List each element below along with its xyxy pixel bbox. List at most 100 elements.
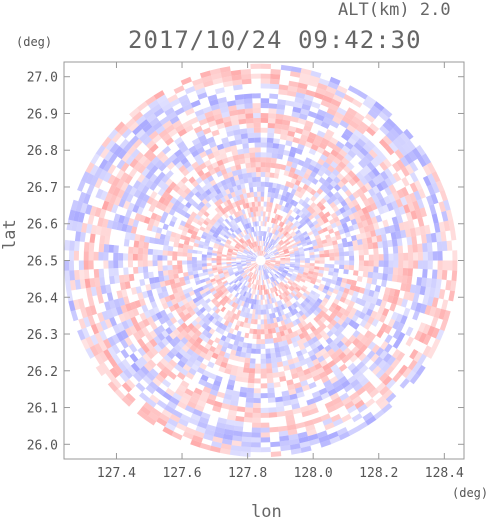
radar-cell [201,301,208,307]
radar-cell [285,257,291,260]
radar-cell [377,206,385,215]
radar-cell [198,194,205,202]
radar-cell [327,388,337,397]
radar-cell [313,284,320,290]
radar-cell [231,252,237,256]
radar-cell [236,275,242,280]
radar-cell [164,235,171,242]
radar-cell [95,322,104,333]
radar-cell [253,216,257,222]
radar-cell [222,288,228,294]
radar-cell [359,193,368,202]
radar-cell [98,268,105,278]
radar-cell [385,145,395,156]
radar-cell [127,260,133,268]
radar-cell [217,249,223,253]
radar-cell [275,327,280,333]
radar-cell [301,129,311,137]
radar-cell [83,242,90,252]
radar-cell [314,260,320,264]
radar-cell [265,269,269,274]
radar-cell [246,262,252,264]
radar-cell [194,277,200,282]
radar-cell [252,254,257,258]
radar-cell [330,149,339,158]
radar-cell [382,375,393,386]
radar-cell [252,262,257,266]
radar-cell [226,419,236,426]
radar-cell [261,280,264,286]
radar-cell [222,267,228,271]
radar-cell [222,269,228,273]
radar-cell [210,238,216,243]
radar-cell [300,258,305,261]
radar-cell [263,284,266,290]
radar-cell [264,324,268,330]
radar-cell [339,206,346,214]
radar-cell [142,194,150,203]
radar-cell [432,251,438,261]
radar-cell [267,243,271,248]
radar-cell [284,219,290,225]
radar-cell [281,124,290,131]
radar-cell [251,167,257,173]
radar-cell [243,249,249,254]
radar-cell [422,334,432,346]
radar-cell [260,231,263,236]
radar-cell [85,306,93,317]
radar-cell [240,246,245,250]
radar-cell [211,317,218,325]
radar-cell [341,379,351,389]
radar-cell [239,238,245,244]
radar-cell [274,253,280,256]
radar-cell [118,124,129,136]
radar-cell [308,332,316,339]
radar-cell [257,265,260,270]
radar-cell [292,281,298,287]
radar-cell [231,365,239,372]
radar-cell [379,314,387,323]
radar-cell [149,173,158,183]
radar-cell [239,356,246,363]
radar-cell [314,257,320,261]
radar-cell [117,149,127,160]
radar-cell [285,100,295,107]
radar-cell [295,293,301,299]
radar-cell [151,314,159,322]
radar-cell [271,239,276,245]
radar-cell [393,289,401,298]
radar-cell [334,256,340,261]
radar-cell [230,181,237,187]
radar-cell [171,204,179,212]
radar-cell [303,247,309,252]
radar-cell [149,182,158,191]
radar-cell [268,412,278,418]
radar-cell [208,192,215,200]
radar-cell [309,188,317,196]
radar-cell [254,142,261,148]
radar-cell [258,235,260,241]
radar-cell [105,284,112,294]
radar-cell [98,158,109,170]
radar-cell [393,223,401,232]
radar-cell [270,261,276,262]
radar-cell [89,278,96,288]
radar-cell [419,285,426,296]
radar-cell [288,125,297,133]
radar-cell [256,344,261,349]
radar-cell [105,227,112,237]
radar-cell [431,338,441,350]
radar-cell [351,346,360,355]
radar-cell [273,275,278,280]
radar-cell [217,226,223,232]
radar-cell [211,311,218,318]
radar-cell [265,257,271,259]
radar-cell [285,260,291,262]
radar-cell [356,180,365,189]
radar-cell [447,260,453,271]
radar-cell [307,175,315,183]
radar-cell [77,180,86,192]
radar-cell [290,443,301,450]
radar-cell [198,333,206,341]
radar-cell [424,286,431,297]
